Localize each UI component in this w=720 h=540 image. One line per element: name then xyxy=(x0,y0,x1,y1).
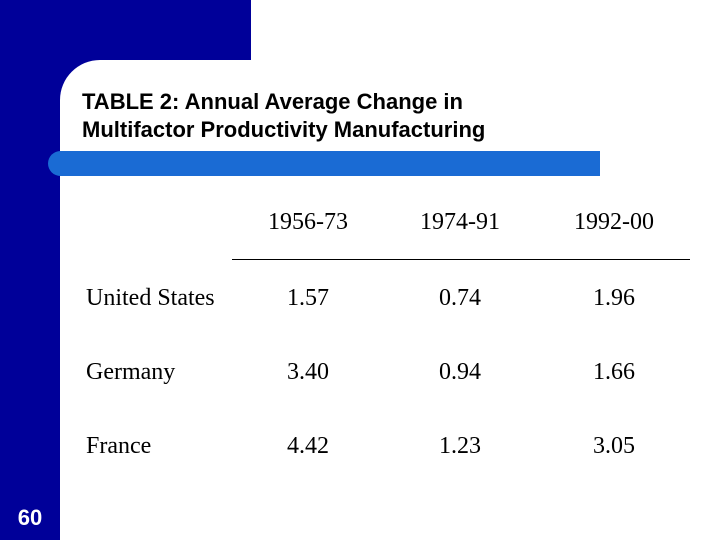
header-divider xyxy=(232,259,690,260)
column-header-1974-91: 1974-91 xyxy=(420,209,500,235)
table-cell: 0.74 xyxy=(439,285,481,311)
left-sidebar xyxy=(0,0,60,540)
corner-curve xyxy=(60,60,100,100)
row-label: Germany xyxy=(86,359,176,385)
title-line-2: Multifactor Productivity Manufacturing xyxy=(82,117,486,142)
table-row-france: France 4.42 1.23 3.05 xyxy=(0,429,720,463)
table-header: 1956-73 1974-91 1992-00 xyxy=(0,205,720,239)
table-cell: 1.57 xyxy=(287,285,329,311)
column-header-1992-00: 1992-00 xyxy=(574,209,654,235)
table-cell: 1.23 xyxy=(439,433,481,459)
top-band xyxy=(60,0,251,60)
row-label: United States xyxy=(86,285,215,311)
slide-title: TABLE 2: Annual Average Change in Multif… xyxy=(82,88,642,144)
table-cell: 3.40 xyxy=(287,359,329,385)
table-cell: 4.42 xyxy=(287,433,329,459)
table-row-germany: Germany 3.40 0.94 1.66 xyxy=(0,355,720,389)
table-cell: 0.94 xyxy=(439,359,481,385)
slide-number: 60 xyxy=(17,505,43,530)
row-label: France xyxy=(86,433,152,459)
table-cell: 1.66 xyxy=(593,359,635,385)
table-cell: 1.96 xyxy=(593,285,635,311)
table-row-united-states: United States 1.57 0.74 1.96 xyxy=(0,281,720,315)
table-cell: 3.05 xyxy=(593,433,635,459)
column-header-1956-73: 1956-73 xyxy=(268,209,348,235)
title-line-1: TABLE 2: Annual Average Change in xyxy=(82,89,463,114)
accent-bar xyxy=(48,151,600,176)
